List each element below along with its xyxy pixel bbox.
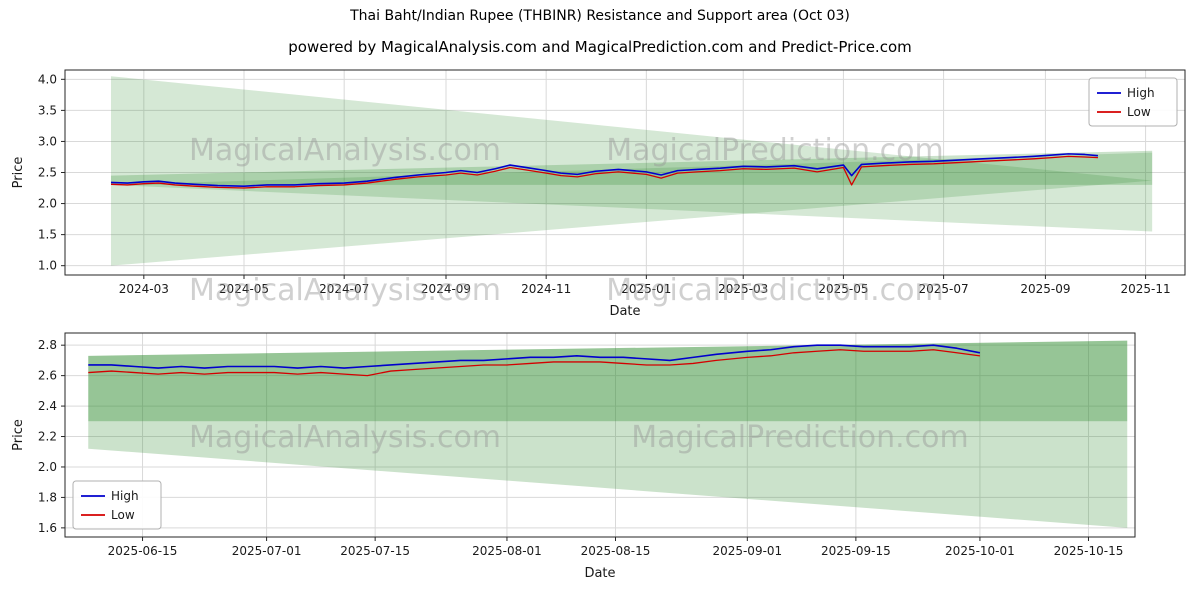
watermark: MagicalAnalysis.com xyxy=(189,133,501,168)
y-tick-label: 2.6 xyxy=(38,369,57,383)
watermark: MagicalPrediction.com xyxy=(631,420,969,455)
x-tick-label: 2024-07 xyxy=(319,282,369,296)
y-tick-label: 2.0 xyxy=(38,460,57,474)
x-tick-label: 2025-08-15 xyxy=(581,544,651,558)
legend-label-low: Low xyxy=(111,508,135,522)
x-tick-label: 2025-11 xyxy=(1121,282,1171,296)
legend-label-low: Low xyxy=(1127,105,1151,119)
legend: High Low xyxy=(72,480,162,530)
legend-box xyxy=(1088,77,1178,127)
x-axis-label: Date xyxy=(609,304,640,319)
y-axis-label: Price xyxy=(11,157,26,189)
legend-label-high: High xyxy=(1127,86,1155,100)
x-tick-label: 2025-07-01 xyxy=(232,544,302,558)
x-tick-label: 2025-03 xyxy=(718,282,768,296)
y-tick-label: 2.4 xyxy=(38,399,57,413)
bottom-chart: 1.6 1.8 2.0 2.2 2.4 2.6 2.8 2025-06-15 2025-07-0… xyxy=(11,332,1136,581)
legend: High Low xyxy=(1088,77,1178,127)
watermark: MagicalAnalysis.com xyxy=(189,420,501,455)
x-tick-label: 2025-07 xyxy=(919,282,969,296)
x-tick-label: 2024-11 xyxy=(521,282,571,296)
x-tick-label: 2025-01 xyxy=(621,282,671,296)
x-tick-label: 2024-03 xyxy=(119,282,169,296)
y-tick-label: 3.0 xyxy=(38,134,57,148)
low-line xyxy=(88,349,981,377)
resistance-channel-band xyxy=(88,340,1128,422)
y-axis-label: Price xyxy=(11,419,26,451)
x-tick-label: 2025-05 xyxy=(818,282,868,296)
high-line xyxy=(88,344,981,369)
y-tick-label: 1.0 xyxy=(38,259,57,273)
y-tick-label: 2.0 xyxy=(38,197,57,211)
watermark: MagicalPrediction.com xyxy=(606,273,944,308)
top-chart: 1.0 1.5 2.0 2.5 3.0 3.5 4.0 2024-03 2024-05 2024-… xyxy=(11,69,1186,319)
y-tick-label: 2.5 xyxy=(38,166,57,180)
y-tick-label: 3.5 xyxy=(38,103,57,117)
support-wedge-band xyxy=(88,421,1128,528)
x-tick-label: 2025-09 xyxy=(1020,282,1070,296)
plot-border xyxy=(64,332,1136,538)
y-tick-label: 1.6 xyxy=(38,521,57,535)
mid-channel-band xyxy=(110,150,1153,185)
high-line xyxy=(110,153,1099,187)
x-tick-label: 2025-10-01 xyxy=(945,544,1015,558)
legend-label-high: High xyxy=(111,489,139,503)
x-tick-label: 2025-08-01 xyxy=(472,544,542,558)
y-tick-label: 2.8 xyxy=(38,338,57,352)
legend-box xyxy=(72,480,162,530)
y-tick-label: 1.8 xyxy=(38,490,57,504)
x-tick-label: 2024-09 xyxy=(421,282,471,296)
low-line xyxy=(110,155,1098,189)
y-tick-label: 1.5 xyxy=(38,228,57,242)
chart-subtitle: powered by MagicalAnalysis.com and Magic… xyxy=(288,38,912,56)
x-tick-label: 2025-10-15 xyxy=(1054,544,1124,558)
watermark: MagicalPrediction.com xyxy=(606,133,944,168)
x-tick-label: 2025-07-15 xyxy=(340,544,410,558)
chart-title: Thai Baht/Indian Rupee (THBINR) Resistan… xyxy=(350,8,850,24)
resistance-descending-band xyxy=(110,76,1153,232)
x-tick-label: 2024-05 xyxy=(219,282,269,296)
watermark: MagicalAnalysis.com xyxy=(189,273,501,308)
x-tick-label: 2025-09-15 xyxy=(821,544,891,558)
x-axis-label: Date xyxy=(584,566,615,581)
x-tick-label: 2025-09-01 xyxy=(712,544,782,558)
y-tick-label: 2.2 xyxy=(38,430,57,444)
x-tick-label: 2025-06-15 xyxy=(108,544,178,558)
y-tick-label: 4.0 xyxy=(38,72,57,86)
